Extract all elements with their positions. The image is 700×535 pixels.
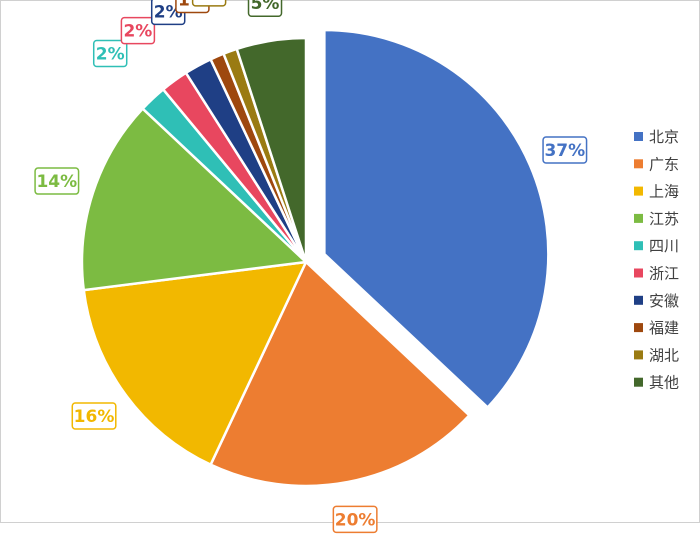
data-label-8: 1% [178,0,207,11]
legend-label-2: 广东 [649,155,679,173]
data-label-6: 2% [123,22,152,42]
pie-slice-10 [235,36,308,263]
data-label-3: 16% [74,407,115,427]
legend-swatch-2 [634,159,643,169]
legend-swatch-1 [634,132,643,141]
legend-label-9: 湖北 [649,346,679,364]
pie-slice-2 [208,259,472,488]
pie-slice-1 [323,28,550,410]
legend-label-4: 江苏 [649,210,679,228]
data-labels: 37%20%16%14%2%2%2%1%1%5% [34,0,588,534]
legend-swatch-6 [634,268,643,278]
data-label-5: 2% [96,45,125,65]
legend-label-1: 北京 [649,128,679,146]
legend-swatch-5 [634,241,643,251]
data-label-box-4 [34,167,80,195]
data-label-1: 37% [544,141,585,161]
data-label-box-10 [247,0,283,17]
data-label-9: 1% [195,0,224,4]
legend-label-3: 上海 [649,183,679,201]
data-label-4: 14% [36,172,77,192]
data-label-2: 20% [335,510,376,530]
legend-label-5: 四川 [649,237,679,255]
data-label-box-9 [191,0,227,7]
legend-label-8: 福建 [649,319,679,337]
data-label-box-3 [71,402,117,430]
legend-swatch-3 [634,186,643,196]
legend-swatch-7 [634,295,643,305]
pie-slice-3 [82,260,309,467]
legend-label-10: 其他 [649,374,679,392]
legend-swatch-9 [634,350,643,360]
legend-swatch-4 [634,213,643,223]
data-label-box-2 [332,505,378,534]
data-label-10: 5% [251,0,280,14]
legend-label-7: 安徽 [649,292,679,310]
legend-swatch-10 [634,377,643,387]
data-label-box-6 [120,16,156,45]
data-label-box-5 [92,39,128,68]
pie-slices [80,28,550,488]
legend-swatch-8 [634,323,643,333]
data-label-box-1 [542,136,588,164]
pie-slice-4 [80,106,309,292]
legend-label-6: 浙江 [649,265,679,283]
